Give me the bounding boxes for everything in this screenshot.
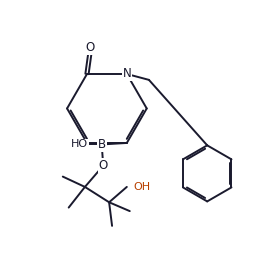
Text: OH: OH [133,182,150,192]
Text: HO: HO [71,140,88,149]
Text: O: O [99,159,108,172]
Text: O: O [85,41,94,54]
Text: N: N [122,67,131,81]
Text: B: B [98,138,106,151]
